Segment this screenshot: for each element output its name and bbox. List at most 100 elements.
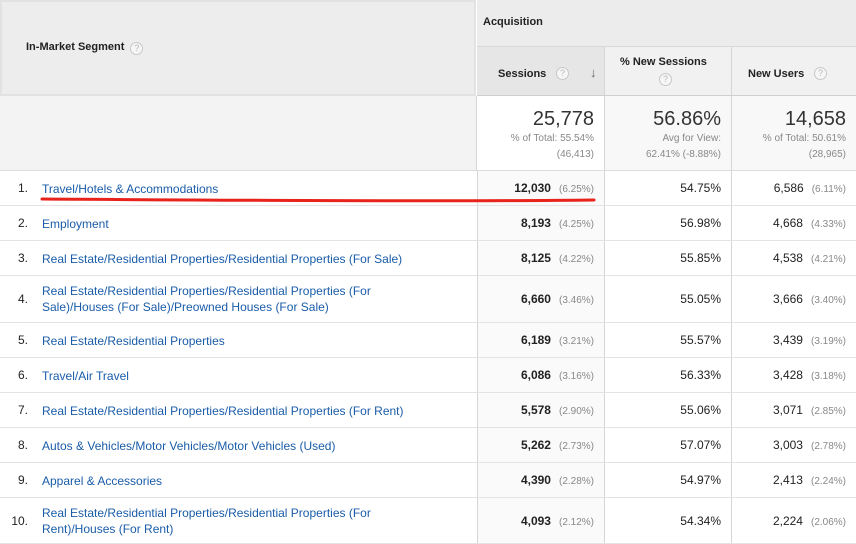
new-users-column-header[interactable]: New Users ? xyxy=(732,47,856,96)
sessions-total-overall: (46,413) xyxy=(556,149,594,160)
new-sessions-cell: 54.34% xyxy=(605,498,732,543)
sessions-cell: 8,193 (4.25%) xyxy=(477,206,605,240)
new-users-total-overall: (28,965) xyxy=(808,149,846,160)
new-sessions-value: 56.33% xyxy=(680,368,721,382)
new-sessions-column-label: % New Sessions xyxy=(620,56,707,68)
new-users-value: 4,668 xyxy=(772,216,803,230)
table-row: 6,189 (3.21%) 55.57% 3,439 (3.19%) 5. Real… xyxy=(0,323,856,358)
sessions-value: 5,578 xyxy=(520,403,551,417)
new-users-percent: (2.78%) xyxy=(810,441,846,452)
new-sessions-avg-value: 62.41% (-8.88%) xyxy=(645,149,721,160)
sessions-value: 5,262 xyxy=(520,438,551,452)
table-row: 4,390 (2.28%) 54.97% 2,413 (2.24%) 9. Appa… xyxy=(0,463,856,498)
sessions-value: 6,189 xyxy=(520,333,551,347)
help-icon[interactable]: ? xyxy=(130,42,144,55)
sessions-percent: (3.21%) xyxy=(558,336,594,347)
sessions-percent: (4.22%) xyxy=(558,254,594,265)
segment-link[interactable]: Travel/Air Travel xyxy=(42,369,129,383)
new-users-value: 3,439 xyxy=(772,333,803,347)
table-row: 4,093 (2.12%) 54.34% 2,224 (2.06%) 10. Rea… xyxy=(0,498,856,544)
row-number: 5. xyxy=(17,333,28,347)
new-sessions-column-header[interactable]: % New Sessions ? xyxy=(605,47,732,96)
new-sessions-value: 54.34% xyxy=(680,514,721,528)
segment-link[interactable]: Real Estate/Residential Properties/Resid… xyxy=(42,404,404,418)
new-sessions-value: 55.05% xyxy=(680,292,721,306)
sessions-cell: 8,125 (4.22%) xyxy=(477,241,605,275)
segment-link[interactable]: Real Estate/Residential Properties/Resid… xyxy=(42,252,403,266)
new-users-percent: (4.33%) xyxy=(810,219,846,230)
sessions-percent: (2.90%) xyxy=(558,406,594,417)
row-number: 8. xyxy=(17,438,28,452)
new-users-percent: (2.85%) xyxy=(810,406,846,417)
segment-column-title: In-Market Segment? xyxy=(26,41,144,55)
sessions-total: 25,778 % of Total: 55.54% (46,413) xyxy=(477,96,605,171)
totals-row-label-cell xyxy=(0,96,477,171)
sessions-percent: (6.25%) xyxy=(558,184,594,195)
sessions-total-percent: % of Total: 55.54% xyxy=(510,133,594,144)
new-users-percent: (3.40%) xyxy=(810,295,846,306)
row-number: 2. xyxy=(17,216,28,230)
new-users-value: 4,538 xyxy=(772,251,803,265)
table-row: 8,193 (4.25%) 56.98% 4,668 (4.33%) 2. Empl… xyxy=(0,206,856,241)
sessions-value: 8,125 xyxy=(520,251,551,265)
new-sessions-cell: 54.97% xyxy=(605,463,732,497)
row-number: 3. xyxy=(17,251,28,265)
sessions-value: 4,093 xyxy=(520,514,551,528)
sessions-percent: (2.28%) xyxy=(558,476,594,487)
segment-link[interactable]: Real Estate/Residential Properties/Resid… xyxy=(42,506,371,536)
segment-link[interactable]: Employment xyxy=(42,217,109,231)
new-users-value: 6,586 xyxy=(773,181,804,195)
sessions-cell: 5,578 (2.90%) xyxy=(477,393,605,427)
row-number: 1. xyxy=(17,181,28,195)
new-sessions-cell: 55.85% xyxy=(605,241,732,275)
new-sessions-total: 56.86% Avg for View: 62.41% (-8.88%) xyxy=(605,96,732,171)
red-underline-annotation xyxy=(40,197,596,203)
table-row: 5,578 (2.90%) 55.06% 3,071 (2.85%) 7. Real… xyxy=(0,393,856,428)
help-icon[interactable]: ? xyxy=(556,67,569,80)
table-row: 6,660 (3.46%) 55.05% 3,666 (3.40%) 4. Real… xyxy=(0,276,856,323)
sessions-total-value: 25,778 xyxy=(532,108,594,130)
sessions-value: 12,030 xyxy=(514,181,551,195)
sort-descending-icon[interactable]: ↓ xyxy=(590,65,597,80)
new-sessions-value: 55.57% xyxy=(680,333,721,347)
new-users-cell: 3,428 (3.18%) xyxy=(732,358,856,392)
sessions-value: 6,660 xyxy=(520,292,551,306)
new-users-cell: 3,003 (2.78%) xyxy=(732,428,856,462)
new-users-cell: 6,586 (6.11%) xyxy=(732,171,856,205)
new-sessions-avg-label: Avg for View: xyxy=(662,133,721,144)
new-sessions-cell: 56.98% xyxy=(605,206,732,240)
segment-link[interactable]: Autos & Vehicles/Motor Vehicles/Motor Ve… xyxy=(42,439,336,453)
sessions-percent: (2.12%) xyxy=(558,517,594,528)
new-users-value: 3,666 xyxy=(772,292,803,306)
new-sessions-total-value: 56.86% xyxy=(653,108,721,130)
row-number: 6. xyxy=(17,368,28,382)
help-icon[interactable]: ? xyxy=(814,67,827,80)
segment-link[interactable]: Real Estate/Residential Properties xyxy=(42,334,225,348)
sessions-cell: 6,660 (3.46%) xyxy=(477,276,605,322)
table-row: 6,086 (3.16%) 56.33% 3,428 (3.18%) 6. Trav… xyxy=(0,358,856,393)
sessions-column-header[interactable]: Sessions ? ↓ xyxy=(477,47,605,96)
new-users-value: 2,224 xyxy=(772,514,803,528)
row-number: 9. xyxy=(17,473,28,487)
new-sessions-value: 54.97% xyxy=(680,473,721,487)
new-users-percent: (6.11%) xyxy=(811,184,846,195)
row-number: 4. xyxy=(17,292,28,306)
new-users-column-label: New Users xyxy=(748,68,805,80)
segment-link[interactable]: Travel/Hotels & Accommodations xyxy=(42,182,219,196)
new-users-value: 3,003 xyxy=(772,438,803,452)
new-users-percent: (3.19%) xyxy=(810,336,846,347)
segment-link[interactable]: Real Estate/Residential Properties/Resid… xyxy=(42,284,371,314)
new-sessions-value: 55.06% xyxy=(680,403,721,417)
segment-column-label: In-Market Segment xyxy=(26,41,125,53)
new-sessions-value: 54.75% xyxy=(680,181,721,195)
sessions-value: 8,193 xyxy=(520,216,551,230)
table-row: 8,125 (4.22%) 55.85% 4,538 (4.21%) 3. Real… xyxy=(0,241,856,276)
new-users-cell: 3,071 (2.85%) xyxy=(732,393,856,427)
new-sessions-value: 56.98% xyxy=(680,216,721,230)
help-icon[interactable]: ? xyxy=(659,73,672,86)
segment-link[interactable]: Apparel & Accessories xyxy=(42,474,163,488)
sessions-column-label: Sessions xyxy=(498,68,547,80)
new-sessions-cell: 55.06% xyxy=(605,393,732,427)
new-sessions-cell: 55.05% xyxy=(605,276,732,322)
segment-column-header[interactable]: In-Market Segment? xyxy=(0,0,476,96)
